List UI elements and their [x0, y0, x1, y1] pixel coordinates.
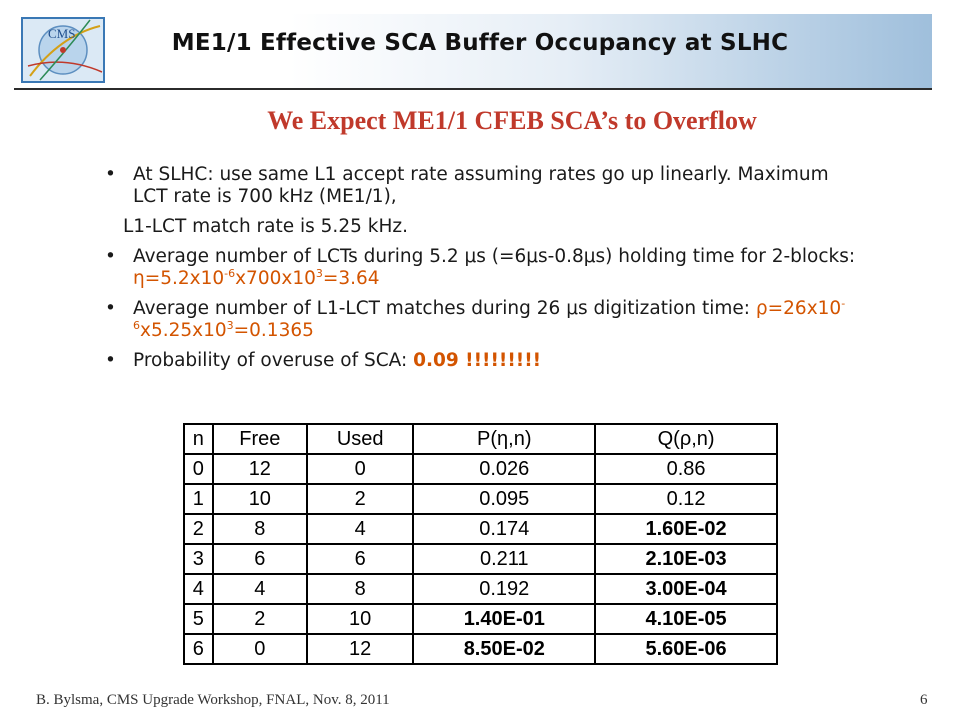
header-free: Free — [211, 423, 308, 455]
cell-p: 0.026 — [412, 453, 597, 485]
bullet-text: Average number of L1-LCT matches during … — [133, 298, 756, 319]
bullet-item: • Probability of overuse of SCA: 0.09 !!… — [105, 350, 865, 372]
table-header-row: n Free Used P(η,n) Q(ρ,n) — [183, 423, 778, 455]
cell-q: 4.10E-05 — [594, 603, 778, 635]
header-used: Used — [305, 423, 415, 455]
cell-n: 0 — [183, 453, 214, 485]
cell-q: 2.10E-03 — [594, 543, 778, 575]
header-divider — [14, 88, 932, 90]
bullet-text: Probability of overuse of SCA: — [133, 350, 414, 371]
table-row: 0 12 0 0.026 0.86 — [183, 453, 778, 485]
cell-p: 1.40E-01 — [412, 603, 597, 635]
table-row: 6 0 12 8.50E-02 5.60E-06 — [183, 633, 778, 665]
bullet-icon: • — [105, 350, 116, 371]
cell-free: 0 — [211, 633, 308, 665]
cell-used: 0 — [305, 453, 415, 485]
cell-used: 8 — [305, 573, 415, 605]
eta-formula: η=5.2x10-6x700x103=3.64 — [133, 266, 380, 289]
cms-logo: CMS — [21, 17, 105, 83]
footer-citation: B. Bylsma, CMS Upgrade Workshop, FNAL, N… — [36, 692, 390, 708]
cell-p: 0.095 — [412, 483, 597, 515]
cell-p: 0.211 — [412, 543, 597, 575]
cell-n: 3 — [183, 543, 214, 575]
bullet-item: • At SLHC: use same L1 accept rate assum… — [105, 164, 865, 208]
bullet-item: • Average number of LCTs during 5.2 μs (… — [105, 246, 865, 290]
occupancy-table: n Free Used P(η,n) Q(ρ,n) 0 12 0 0.026 0… — [183, 423, 778, 665]
table-row: 2 8 4 0.174 1.60E-02 — [183, 513, 778, 545]
cell-free: 2 — [211, 603, 308, 635]
cell-n: 6 — [183, 633, 214, 665]
slide-title: ME1/1 Effective SCA Buffer Occupancy at … — [171, 30, 789, 56]
bullet-icon: • — [105, 164, 116, 185]
header-q: Q(ρ,n) — [594, 423, 778, 455]
cell-n: 5 — [183, 603, 214, 635]
table-row: 5 2 10 1.40E-01 4.10E-05 — [183, 603, 778, 635]
cell-n: 4 — [183, 573, 214, 605]
probability-value: 0.09 !!!!!!!!! — [413, 350, 542, 371]
cell-used: 12 — [305, 633, 415, 665]
rho-formula: ρ=26x10-6x5.25x103=0.1365 — [133, 296, 846, 341]
cell-used: 10 — [305, 603, 415, 635]
table-row: 4 4 8 0.192 3.00E-04 — [183, 573, 778, 605]
bullet-list: • At SLHC: use same L1 accept rate assum… — [105, 164, 865, 380]
logo-text: CMS — [48, 26, 75, 41]
cell-free: 6 — [211, 543, 308, 575]
bullet-icon: • — [105, 246, 116, 267]
cell-free: 10 — [211, 483, 308, 515]
cell-q: 0.86 — [594, 453, 778, 485]
header-band — [14, 14, 932, 90]
header-p: P(η,n) — [412, 423, 597, 455]
cell-n: 2 — [183, 513, 214, 545]
slide-subtitle: We Expect ME1/1 CFEB SCA’s to Overflow — [267, 106, 757, 135]
cell-used: 4 — [305, 513, 415, 545]
table-row: 1 10 2 0.095 0.12 — [183, 483, 778, 515]
header-n: n — [183, 423, 214, 455]
bullet-continuation: L1-LCT match rate is 5.25 kHz. — [123, 216, 408, 237]
bullet-text: Average number of LCTs during 5.2 μs (=6… — [133, 246, 856, 267]
cell-p: 8.50E-02 — [412, 633, 597, 665]
cell-free: 12 — [211, 453, 308, 485]
cell-p: 0.174 — [412, 513, 597, 545]
table-row: 3 6 6 0.211 2.10E-03 — [183, 543, 778, 575]
cell-used: 6 — [305, 543, 415, 575]
cell-free: 4 — [211, 573, 308, 605]
cell-p: 0.192 — [412, 573, 597, 605]
cell-q: 3.00E-04 — [594, 573, 778, 605]
cell-q: 1.60E-02 — [594, 513, 778, 545]
cell-q: 0.12 — [594, 483, 778, 515]
cell-q: 5.60E-06 — [594, 633, 778, 665]
cell-free: 8 — [211, 513, 308, 545]
cell-n: 1 — [183, 483, 214, 515]
bullet-item: • Average number of L1-LCT matches durin… — [105, 298, 865, 342]
bullet-text: At SLHC: use same L1 accept rate assumin… — [133, 164, 829, 207]
cell-used: 2 — [305, 483, 415, 515]
page-number: 6 — [920, 692, 928, 708]
bullet-icon: • — [105, 298, 116, 319]
